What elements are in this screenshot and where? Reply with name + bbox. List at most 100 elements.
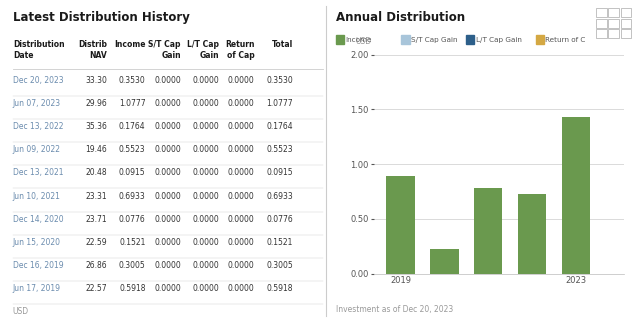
Text: Jun 09, 2022: Jun 09, 2022 [13,145,61,154]
Text: 0.1764: 0.1764 [266,122,292,131]
Text: USD: USD [13,307,29,316]
Text: 0.0000: 0.0000 [193,261,219,270]
Bar [561,117,590,274]
Text: 0.0000: 0.0000 [154,238,181,247]
Text: 0.0000: 0.0000 [228,99,255,108]
Text: 0.0000: 0.0000 [154,168,181,177]
Text: 0.6933: 0.6933 [266,192,292,201]
Bar [621,8,631,17]
Text: 0.0776: 0.0776 [119,215,146,224]
Text: 0.3530: 0.3530 [266,76,292,85]
Text: 22.57: 22.57 [86,284,108,293]
Text: 0.0000: 0.0000 [193,238,219,247]
Text: 0.0000: 0.0000 [193,122,219,131]
Text: Dec 13, 2021: Dec 13, 2021 [13,168,63,177]
Text: 0.0000: 0.0000 [228,261,255,270]
Bar [621,19,631,28]
Text: 0.0000: 0.0000 [193,192,219,201]
Bar [608,19,619,28]
Text: 0.0000: 0.0000 [228,192,255,201]
Text: L/T Cap Gain: L/T Cap Gain [476,37,522,43]
Text: 0.3005: 0.3005 [266,261,292,270]
Text: 29.96: 29.96 [86,99,108,108]
Text: Dec 16, 2019: Dec 16, 2019 [13,261,63,270]
Text: 33.30: 33.30 [85,76,108,85]
Text: S/T Cap Gain: S/T Cap Gain [411,37,458,43]
Text: 0.0000: 0.0000 [228,145,255,154]
Text: S/T Cap
Gain: S/T Cap Gain [148,40,181,60]
Text: 0.0000: 0.0000 [228,168,255,177]
Text: 0.0000: 0.0000 [193,215,219,224]
Text: 0.5523: 0.5523 [119,145,146,154]
Text: L/T Cap
Gain: L/T Cap Gain [188,40,219,60]
Text: 0.1764: 0.1764 [119,122,146,131]
Text: 35.36: 35.36 [85,122,108,131]
Text: Investment as of Dec 20, 2023: Investment as of Dec 20, 2023 [336,305,453,314]
Text: Distrib
NAV: Distrib NAV [78,40,108,60]
Text: Jun 17, 2019: Jun 17, 2019 [13,284,61,293]
Bar [621,29,631,38]
Text: 0.1521: 0.1521 [266,238,292,247]
Text: Total: Total [271,40,292,49]
Text: 0.0000: 0.0000 [193,99,219,108]
Text: Jun 15, 2020: Jun 15, 2020 [13,238,61,247]
Text: 1.0777: 1.0777 [119,99,146,108]
Bar [474,188,502,274]
Text: 0.0000: 0.0000 [228,122,255,131]
Text: 0.0000: 0.0000 [193,168,219,177]
Text: 0.5918: 0.5918 [266,284,292,293]
Text: 0.0000: 0.0000 [154,192,181,201]
Text: 0.5918: 0.5918 [119,284,146,293]
Text: 0.6933: 0.6933 [119,192,146,201]
Text: 23.71: 23.71 [86,215,108,224]
Text: 0.0000: 0.0000 [193,76,219,85]
Text: 0.0000: 0.0000 [154,99,181,108]
Text: 0.0000: 0.0000 [154,215,181,224]
Text: 0.0000: 0.0000 [154,122,181,131]
Text: 23.31: 23.31 [86,192,108,201]
Text: Jun 07, 2023: Jun 07, 2023 [13,99,61,108]
Text: Dec 20, 2023: Dec 20, 2023 [13,76,63,85]
Text: Distribution
Date: Distribution Date [13,40,65,60]
Text: 0.5523: 0.5523 [266,145,292,154]
Text: 0.0776: 0.0776 [266,215,292,224]
Bar [596,19,607,28]
Text: 0.0000: 0.0000 [154,261,181,270]
Text: 0.0000: 0.0000 [193,145,219,154]
Text: 0.3530: 0.3530 [119,76,146,85]
Text: Jun 10, 2021: Jun 10, 2021 [13,192,61,201]
Text: Return of C: Return of C [545,37,586,43]
Text: Annual Distribution: Annual Distribution [336,11,465,24]
Text: 0.0000: 0.0000 [154,145,181,154]
Text: 0.0000: 0.0000 [154,284,181,293]
Text: 26.86: 26.86 [86,261,108,270]
Text: Income: Income [114,40,146,49]
Bar [596,29,607,38]
Text: 19.46: 19.46 [86,145,108,154]
Bar [608,8,619,17]
Text: 0.0000: 0.0000 [228,238,255,247]
Bar [518,194,547,274]
Text: 0.0915: 0.0915 [266,168,292,177]
Bar [608,29,619,38]
Text: Dec 14, 2020: Dec 14, 2020 [13,215,63,224]
Text: 0.0000: 0.0000 [228,215,255,224]
Text: 20.48: 20.48 [86,168,108,177]
Text: Dec 13, 2022: Dec 13, 2022 [13,122,63,131]
Text: USD: USD [356,37,372,46]
Text: 1.0777: 1.0777 [266,99,292,108]
Text: Latest Distribution History: Latest Distribution History [13,11,189,24]
Text: 0.0000: 0.0000 [228,76,255,85]
Bar [387,176,415,274]
Text: 0.0000: 0.0000 [154,76,181,85]
Text: 22.59: 22.59 [86,238,108,247]
Bar [596,8,607,17]
Text: 0.0915: 0.0915 [119,168,146,177]
Text: 0.0000: 0.0000 [228,284,255,293]
Text: 0.3005: 0.3005 [119,261,146,270]
Text: 0.0000: 0.0000 [193,284,219,293]
Text: 0.1521: 0.1521 [119,238,146,247]
Bar [430,249,459,274]
Text: Return
of Cap: Return of Cap [225,40,255,60]
Text: Income: Income [346,37,372,43]
